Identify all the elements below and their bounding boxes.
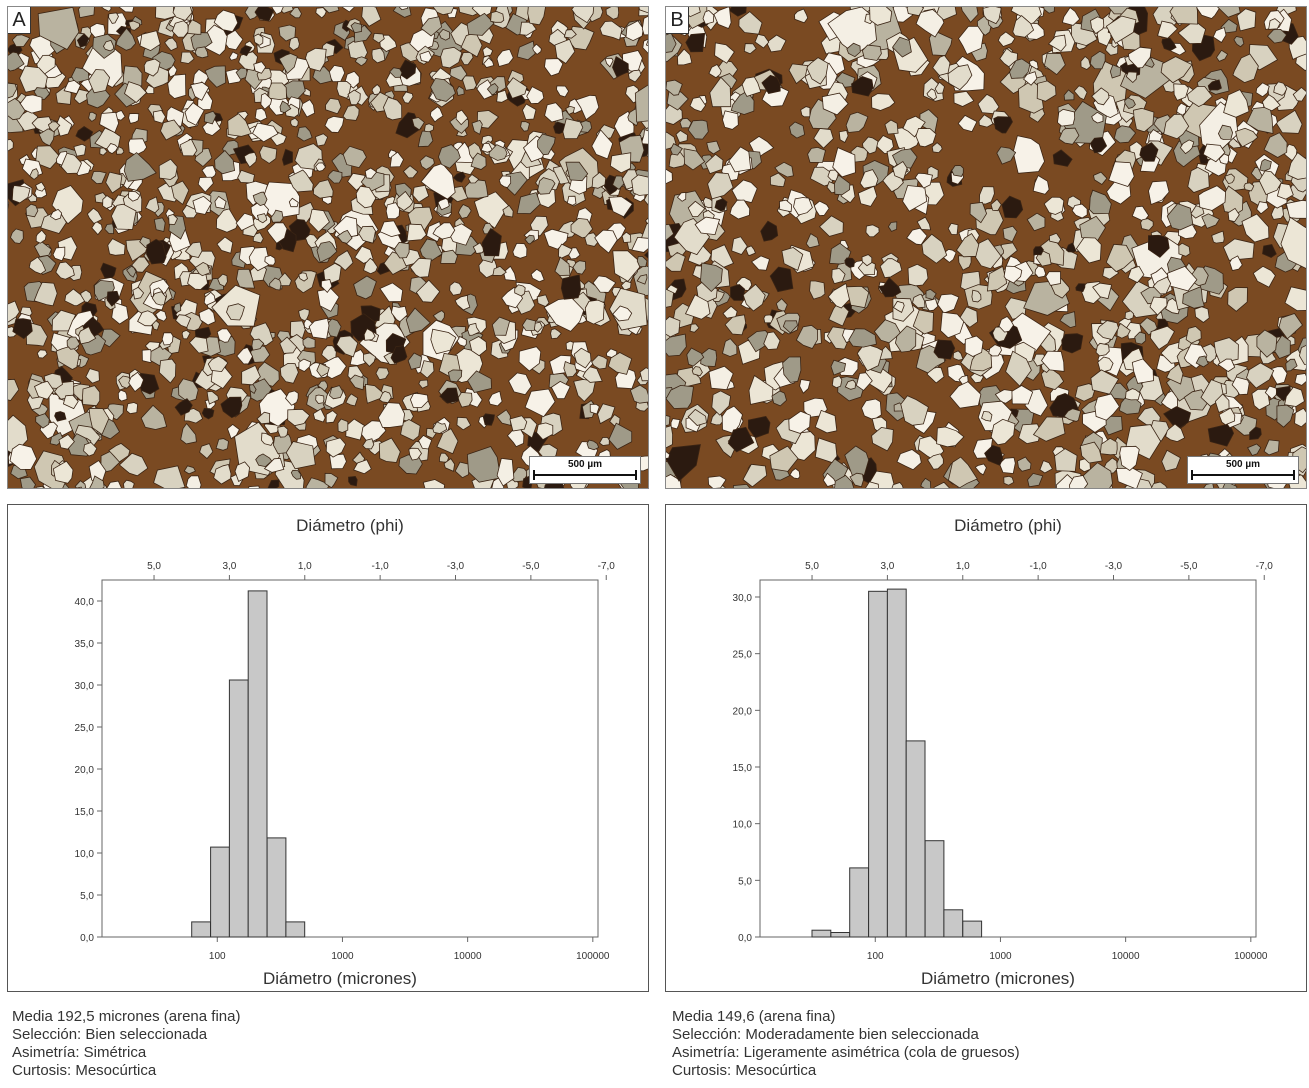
histogram-bar-b-0 [811, 929, 832, 938]
y-tick-label-a-5: 25,0 [75, 723, 95, 734]
histogram-bar-b-7 [943, 909, 964, 938]
y-tick-label-b-5: 25,0 [733, 650, 753, 661]
top-tick-label-b-6: -7,0 [1256, 561, 1274, 572]
thin-section-photo-a: A 500 µm [7, 6, 649, 489]
y-tick-label-b-0: 0,0 [738, 933, 752, 944]
histogram-bar-a-4 [266, 837, 287, 938]
histogram-bar-b-5 [905, 740, 926, 938]
stats-b-kurtosis: Curtosis: Mesocúrtica [672, 1062, 817, 1079]
top-tick-label-b-4: -3,0 [1105, 561, 1123, 572]
scale-bar-line-b [1191, 470, 1295, 480]
y-tick-label-a-3: 15,0 [75, 807, 95, 818]
y-tick-label-a-4: 20,0 [75, 765, 95, 776]
x-tick-label-a-3: 100000 [576, 951, 610, 962]
y-tick-label-b-2: 10,0 [733, 820, 753, 831]
x-tick-label-a-1: 1000 [331, 951, 354, 962]
top-tick-label-a-3: -1,0 [372, 561, 390, 572]
y-tick-label-a-1: 5,0 [80, 891, 94, 902]
x-tick-label-b-0: 100 [867, 951, 884, 962]
stats-b-mean: Media 149,6 (arena fina) [672, 1008, 836, 1025]
y-tick-label-a-2: 10,0 [75, 849, 95, 860]
stats-a-skewness: Asimetría: Simétrica [12, 1044, 147, 1061]
histogram-bar-b-6 [924, 840, 945, 938]
y-tick-label-a-7: 35,0 [75, 639, 95, 650]
histogram-bar-a-3 [247, 590, 268, 938]
histogram-chart-a: Diámetro (phi) 5,0 3,0 1,0 -1,0 -3,0 -5,0 -7,0 1… [75, 516, 616, 988]
stats-a: Media 192,5 micrones (arena fina) Selecc… [12, 1008, 240, 1080]
x-tick-label-b-2: 10000 [1112, 951, 1140, 962]
x-tick-label-b-3: 100000 [1234, 951, 1268, 962]
x-tick-label-a-0: 100 [209, 951, 226, 962]
stats-b-sorting: Selección: Moderadamente bien selecciona… [672, 1026, 979, 1043]
plot-frame-b [759, 579, 1257, 938]
y-tick-label-b-3: 15,0 [733, 763, 753, 774]
y-tick-label-b-1: 5,0 [738, 876, 752, 887]
histogram-bar-b-4 [886, 588, 907, 938]
histogram-bar-b-3 [868, 590, 888, 938]
top-axis-title-a: Diámetro (phi) [296, 516, 404, 535]
stats-a-kurtosis: Curtosis: Mesocúrtica [12, 1062, 157, 1079]
top-tick-label-a-5: -5,0 [522, 561, 540, 572]
histogram-box-b: Diámetro (phi) 5,0 3,0 1,0 -1,0 -3,0 -5,0 -7,0 1… [665, 504, 1307, 992]
x-axis-label-b: Diámetro (micrones) [921, 969, 1075, 988]
top-tick-label-a-2: 1,0 [298, 561, 312, 572]
y-tick-label-a-0: 0,0 [80, 933, 94, 944]
x-tick-label-a-2: 10000 [454, 951, 482, 962]
histogram-bar-a-2 [228, 679, 249, 938]
y-tick-label-b-6: 30,0 [733, 593, 753, 604]
x-axis-label-a: Diámetro (micrones) [263, 969, 417, 988]
top-tick-label-b-3: -1,0 [1030, 561, 1048, 572]
thin-section-image-a [8, 7, 648, 488]
histogram-bar-a-0 [191, 921, 211, 938]
stats-b-skewness: Asimetría: Ligeramente asimétrica (cola … [672, 1044, 1020, 1061]
panel-label-b: B [666, 7, 689, 34]
top-tick-label-a-1: 3,0 [222, 561, 236, 572]
scale-bar-label-a: 500 µm [567, 459, 603, 470]
thin-section-photo-b: B 500 µm [665, 6, 1307, 489]
histogram-bar-b-2 [849, 867, 869, 938]
histogram-bar-a-1 [210, 846, 230, 938]
thin-section-image-b [666, 7, 1306, 488]
histogram-bar-b-1 [830, 932, 851, 938]
top-tick-label-b-1: 3,0 [880, 561, 894, 572]
top-tick-label-b-2: 1,0 [956, 561, 970, 572]
top-tick-label-b-0: 5,0 [805, 561, 819, 572]
scale-bar-line-a [533, 470, 637, 480]
x-tick-label-b-1: 1000 [989, 951, 1012, 962]
panel-label-a: A [8, 7, 31, 34]
scale-bar-label-b: 500 µm [1225, 459, 1261, 470]
stats-b: Media 149,6 (arena fina) Selección: Mode… [672, 1008, 1020, 1080]
y-tick-label-b-4: 20,0 [733, 706, 753, 717]
scale-bar-a: 500 µm [529, 456, 641, 484]
scale-bar-b: 500 µm [1187, 456, 1299, 484]
histogram-bar-a-5 [285, 921, 306, 938]
histogram-chart-b: Diámetro (phi) 5,0 3,0 1,0 -1,0 -3,0 -5,0 -7,0 1… [733, 516, 1274, 988]
plot-frame-a [101, 579, 599, 938]
top-axis-title-b: Diámetro (phi) [954, 516, 1062, 535]
y-tick-label-a-6: 30,0 [75, 681, 95, 692]
histogram-bar-b-8 [962, 920, 983, 938]
top-tick-label-a-4: -3,0 [447, 561, 465, 572]
top-tick-label-a-0: 5,0 [147, 561, 161, 572]
stats-a-sorting: Selección: Bien seleccionada [12, 1026, 208, 1043]
top-tick-label-a-6: -7,0 [598, 561, 616, 572]
stats-a-mean: Media 192,5 micrones (arena fina) [12, 1008, 241, 1025]
histogram-box-a: Diámetro (phi) 5,0 3,0 1,0 -1,0 -3,0 -5,0 -7,0 1… [7, 504, 649, 992]
top-tick-label-b-5: -5,0 [1180, 561, 1198, 572]
y-tick-label-a-8: 40,0 [75, 597, 95, 608]
